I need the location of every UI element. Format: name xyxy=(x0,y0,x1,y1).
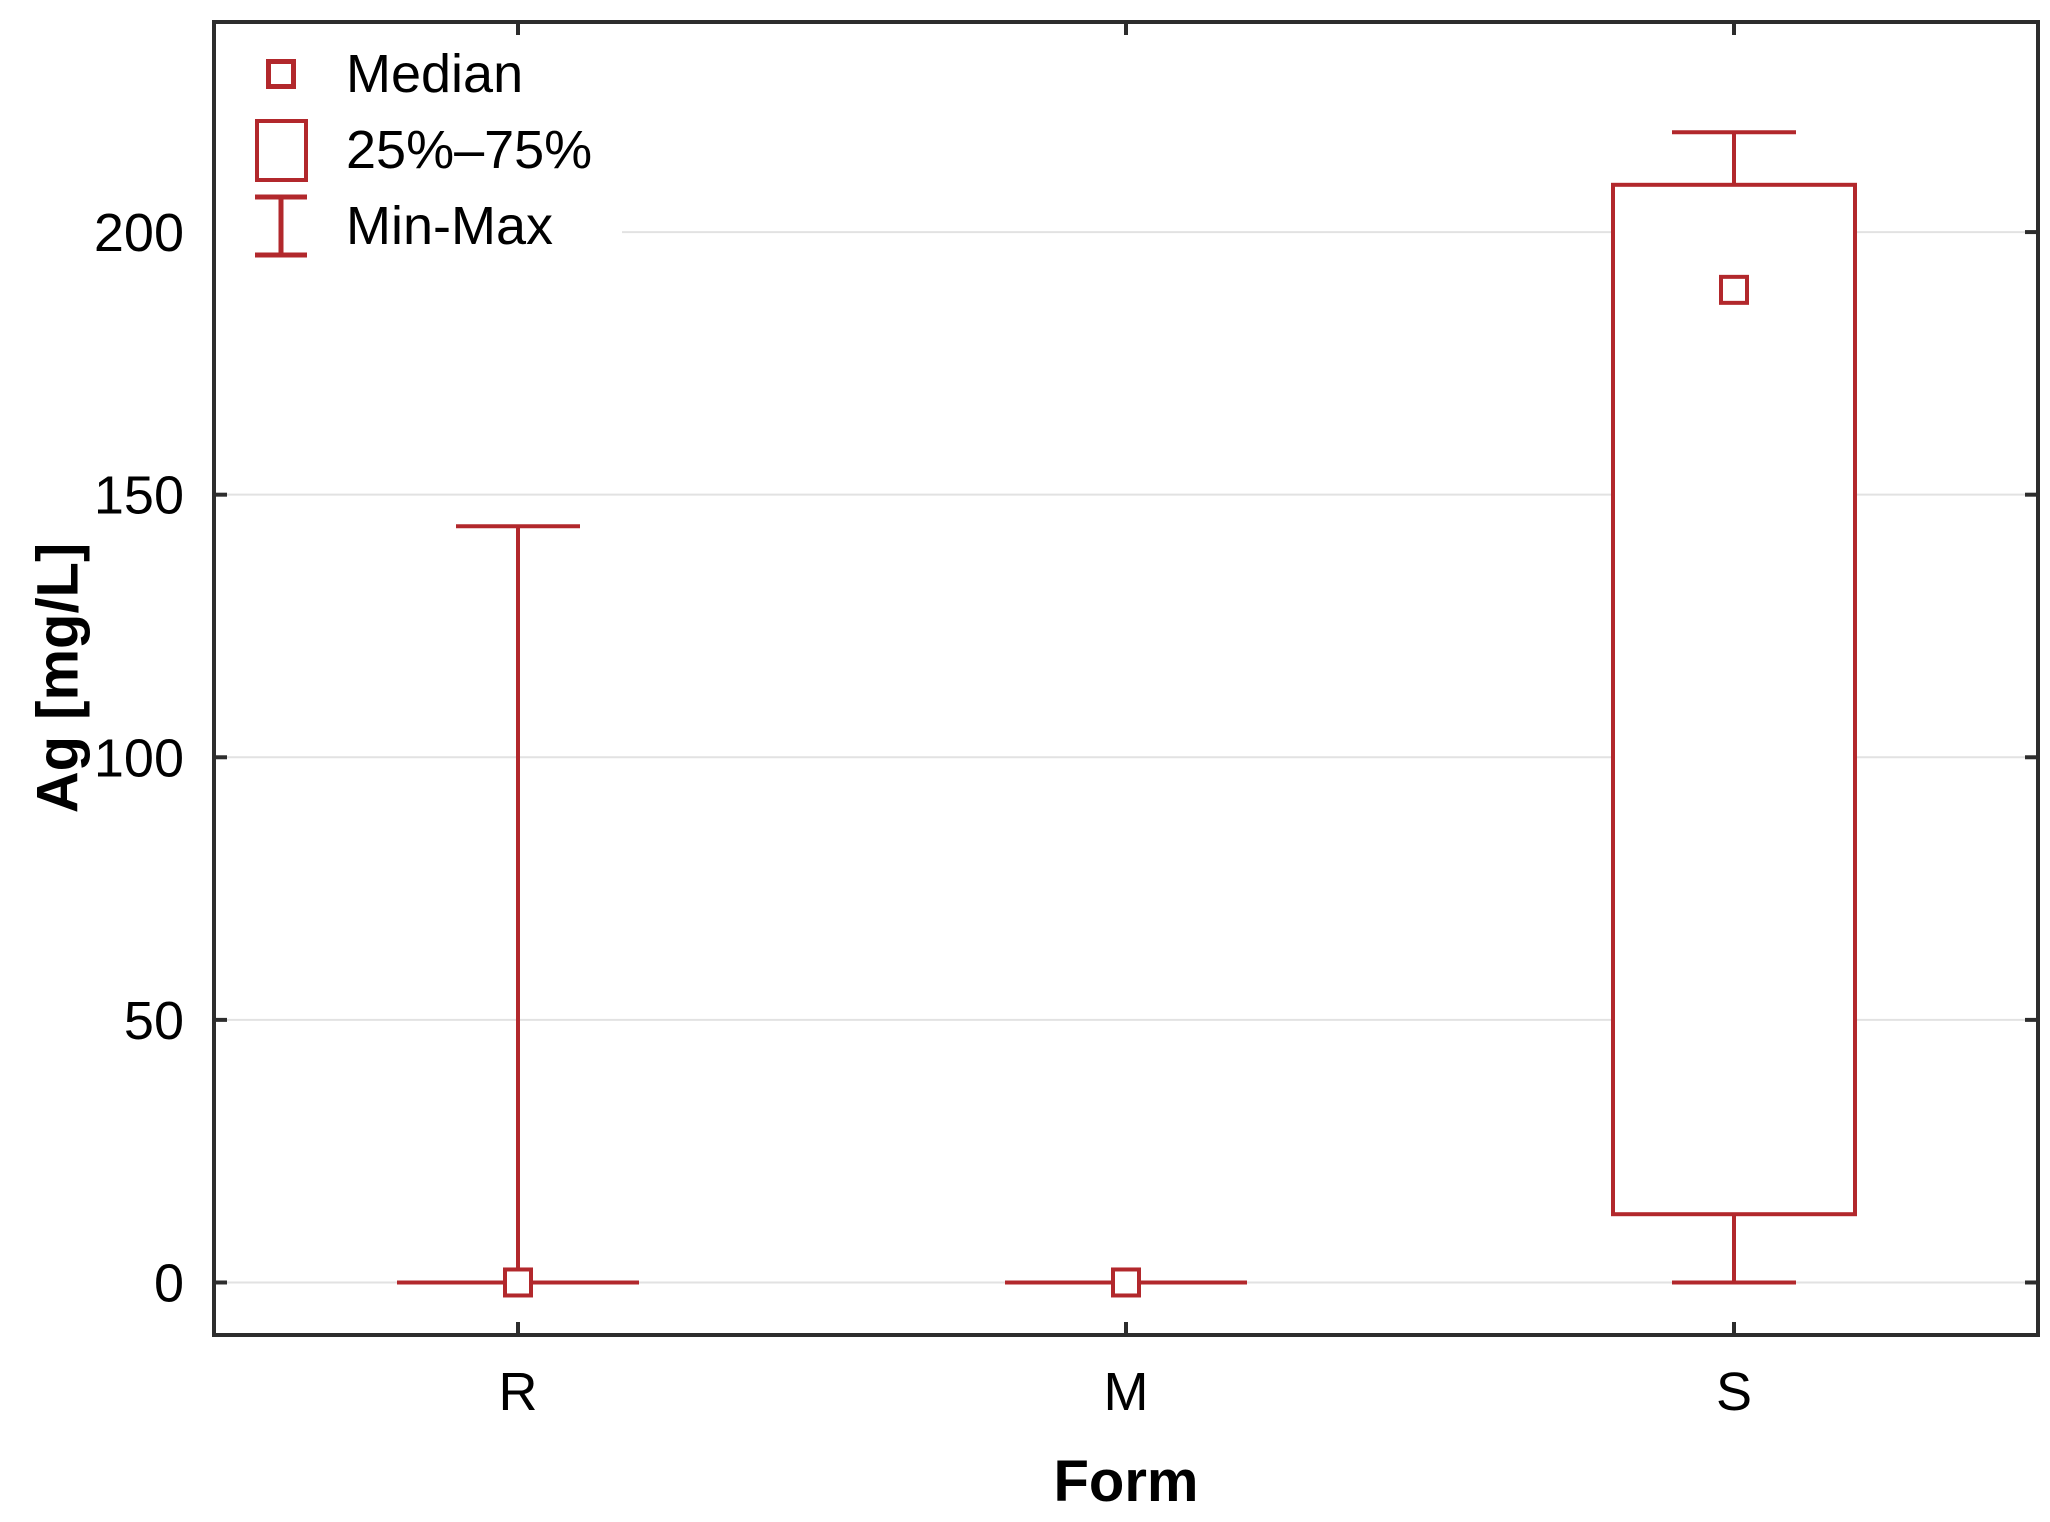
iqr-box-icon xyxy=(254,118,308,182)
legend-label-median: Median xyxy=(346,44,524,104)
x-tick-label: R xyxy=(499,1362,538,1422)
legend: Median 25%–75% Min-Max xyxy=(216,36,623,270)
legend-item-median: Median xyxy=(216,36,592,112)
x-tick-label: S xyxy=(1716,1362,1752,1422)
x-axis-title: Form xyxy=(1053,1449,1199,1514)
legend-label-iqr: 25%–75% xyxy=(346,120,593,180)
y-tick-label: 100 xyxy=(94,728,184,788)
x-tick-label: M xyxy=(1104,1362,1149,1422)
legend-item-iqr-box: 25%–75% xyxy=(216,112,592,188)
legend-label-minmax: Min-Max xyxy=(346,196,554,256)
y-tick-label: 0 xyxy=(154,1253,184,1313)
y-tick-label: 200 xyxy=(94,203,184,263)
median-marker xyxy=(1111,1267,1141,1298)
median-marker-icon xyxy=(266,59,296,89)
y-axis-title: Ag [mg/L] xyxy=(25,542,91,814)
iqr-box xyxy=(1611,182,1857,1217)
median-marker xyxy=(1719,274,1749,305)
minmax-whisker-icon xyxy=(255,194,307,258)
y-tick-label: 50 xyxy=(124,991,184,1051)
y-tick-label: 150 xyxy=(94,466,184,526)
median-marker xyxy=(503,1267,533,1298)
legend-item-minmax: Min-Max xyxy=(216,188,592,264)
